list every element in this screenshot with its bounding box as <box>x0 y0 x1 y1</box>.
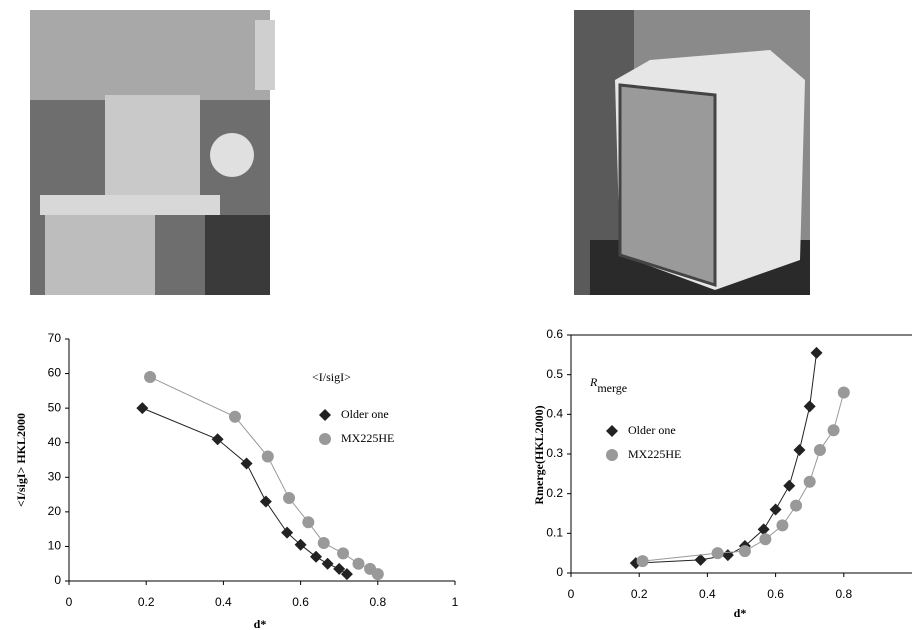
legend-label: MX225HE <box>341 431 394 445</box>
y-tick-label: 0.2 <box>546 486 563 500</box>
diamond-marker <box>721 549 734 562</box>
series-line <box>149 376 379 575</box>
y-tick-label: 0.4 <box>546 407 563 421</box>
y-tick-label: 0 <box>556 565 563 579</box>
y-axis-label: <I/sigI> HKL2000 <box>14 413 28 507</box>
circle-marker <box>317 536 330 549</box>
legend-label: Older one <box>628 423 676 437</box>
diamond-marker <box>294 538 307 551</box>
y-tick-label: 40 <box>48 435 62 449</box>
diamond-marker <box>321 557 334 570</box>
diamond-marker <box>281 526 294 539</box>
diamond-marker <box>240 457 253 470</box>
x-tick-label: 0.6 <box>767 587 784 601</box>
circle-marker <box>790 499 803 512</box>
y-tick-label: 0 <box>54 573 61 587</box>
y-tick-label: 10 <box>48 539 62 553</box>
circle-marker <box>302 516 315 529</box>
x-tick-label: 1 <box>452 595 459 609</box>
legend-label: MX225HE <box>628 447 681 461</box>
diamond-marker <box>757 523 770 536</box>
y-tick-label: 0.3 <box>546 446 563 460</box>
y-tick-label: 0.1 <box>546 526 563 540</box>
circle-marker <box>319 433 331 445</box>
x-tick-label: 0.6 <box>292 595 309 609</box>
annotation-main: R <box>589 375 598 389</box>
y-tick-label: 50 <box>48 400 62 414</box>
y-axis-label: Rmerge(HKL2000) <box>532 405 546 504</box>
series-line <box>642 392 845 562</box>
x-tick-label: 0.2 <box>138 595 155 609</box>
diamond-marker <box>319 409 331 421</box>
circle-marker <box>337 547 350 560</box>
circle-marker <box>776 519 789 532</box>
photo-detector <box>574 10 810 295</box>
x-axis-label: d* <box>254 617 267 630</box>
diamond-marker <box>259 495 272 508</box>
y-tick-label: 0.6 <box>546 327 563 341</box>
y-tick-label: 20 <box>48 504 62 518</box>
diamond-marker <box>136 402 149 415</box>
photo-diffractometer <box>30 10 275 295</box>
diamond-marker <box>810 346 823 359</box>
circle-marker <box>711 547 724 560</box>
circle-marker <box>759 533 772 546</box>
x-tick-label: 0 <box>66 595 73 609</box>
circle-marker <box>636 555 649 568</box>
circle-marker <box>837 386 850 399</box>
diamond-marker <box>211 433 224 446</box>
circle-marker <box>606 449 618 461</box>
circle-marker <box>827 424 840 437</box>
circle-marker <box>283 492 296 505</box>
circle-marker <box>144 371 157 384</box>
diamond-marker <box>606 425 618 437</box>
circle-marker <box>371 568 384 581</box>
x-tick-label: 0.8 <box>835 587 852 601</box>
diamond-marker <box>340 568 353 581</box>
y-tick-label: 30 <box>48 469 62 483</box>
x-tick-label: 0.4 <box>215 595 232 609</box>
circle-marker <box>738 545 751 558</box>
series-line <box>142 407 348 575</box>
diamond-marker <box>803 400 816 413</box>
diamond-marker <box>769 503 782 516</box>
annotation: Rmerge <box>589 375 627 395</box>
y-tick-label: 60 <box>48 366 62 380</box>
x-axis-label: d* <box>734 606 747 620</box>
diamond-marker <box>793 444 806 457</box>
x-tick-label: 0 <box>568 587 575 601</box>
circle-marker <box>228 410 241 423</box>
x-tick-label: 0.8 <box>369 595 386 609</box>
annotation-main: <I/sigI> <box>312 370 351 384</box>
y-tick-label: 70 <box>48 331 62 345</box>
legend-label: Older one <box>341 407 389 421</box>
diamond-marker <box>333 562 346 575</box>
y-tick-label: 0.5 <box>546 367 563 381</box>
x-tick-label: 0.4 <box>699 587 716 601</box>
circle-marker <box>352 557 365 570</box>
circle-marker <box>813 444 826 457</box>
annotation: <I/sigI> <box>312 370 351 384</box>
annotation-subscript: merge <box>597 381 627 395</box>
circle-marker <box>803 475 816 488</box>
diamond-marker <box>694 553 707 566</box>
circle-marker <box>261 450 274 463</box>
diamond-marker <box>783 479 796 492</box>
diamond-marker <box>310 550 323 563</box>
x-tick-label: 0.2 <box>631 587 648 601</box>
